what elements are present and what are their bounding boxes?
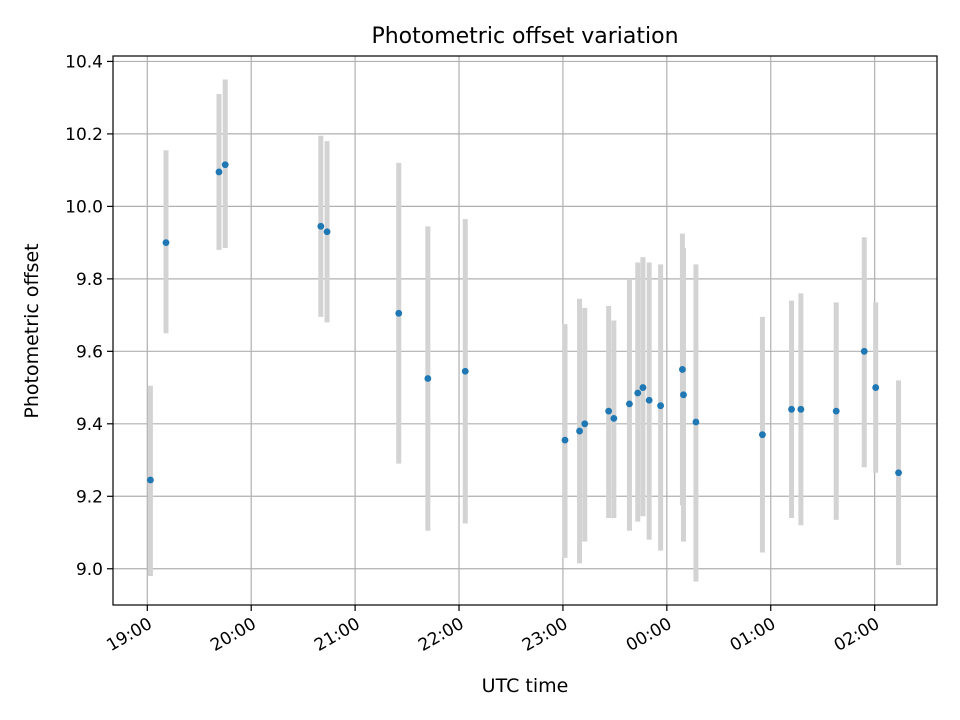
data-point bbox=[645, 396, 653, 404]
data-point bbox=[323, 228, 331, 236]
data-point bbox=[424, 375, 432, 382]
y-tick-label: 9.6 bbox=[76, 342, 103, 362]
data-point bbox=[581, 420, 589, 428]
data-point bbox=[395, 309, 403, 317]
y-tick-label: 9.0 bbox=[76, 560, 103, 580]
y-tick-label: 10.4 bbox=[65, 52, 103, 72]
chart-title: Photometric offset variation bbox=[371, 24, 678, 49]
data-point bbox=[680, 391, 687, 399]
x-axis-label: UTC time bbox=[482, 675, 569, 697]
data-point bbox=[561, 436, 569, 444]
data-point bbox=[221, 161, 229, 169]
data-point bbox=[576, 427, 583, 435]
y-tick-label: 9.4 bbox=[76, 415, 103, 435]
data-point bbox=[872, 384, 880, 391]
y-tick-label: 10.0 bbox=[65, 197, 103, 217]
data-point bbox=[461, 367, 469, 375]
data-point bbox=[788, 405, 795, 413]
y-axis-label: Photometric offset bbox=[21, 243, 43, 418]
data-point bbox=[610, 414, 618, 422]
data-point bbox=[895, 469, 902, 477]
data-point bbox=[832, 407, 840, 415]
data-point bbox=[162, 239, 170, 247]
data-point bbox=[679, 366, 686, 373]
data-point bbox=[634, 389, 642, 397]
data-points bbox=[147, 161, 902, 484]
data-point bbox=[657, 402, 665, 410]
data-point bbox=[797, 405, 805, 413]
y-tick-label: 10.2 bbox=[65, 125, 103, 145]
data-point bbox=[626, 400, 633, 408]
data-point bbox=[317, 222, 325, 230]
data-point bbox=[639, 384, 647, 391]
data-point bbox=[860, 347, 868, 355]
plot-frame bbox=[112, 55, 938, 606]
y-axis: 9.0 9.2 9.4 9.6 9.8 10.0 10.2 10.4 bbox=[65, 52, 113, 580]
data-point bbox=[147, 476, 154, 484]
y-tick-label: 9.2 bbox=[76, 487, 103, 507]
data-point bbox=[605, 407, 613, 415]
y-tick-label: 9.8 bbox=[76, 270, 103, 290]
data-point bbox=[759, 431, 766, 439]
data-point bbox=[215, 168, 223, 176]
data-point bbox=[692, 418, 700, 426]
